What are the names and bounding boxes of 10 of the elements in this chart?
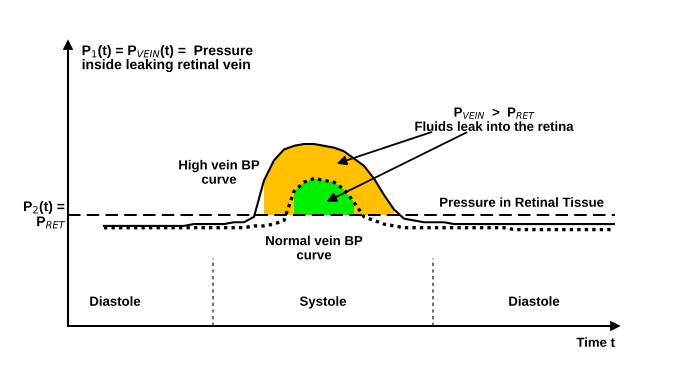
x-axis-title: Time t — [576, 337, 615, 347]
annotation: Systole — [300, 296, 346, 308]
text: P$_{VEIN}$ > P$_{RET}$ Fluids leak into the retina — [415, 108, 574, 131]
annotation: Diastole — [90, 296, 140, 306]
series-label: Normal vein BP curve — [266, 236, 362, 260]
series-label: High vein BP curve — [179, 160, 260, 184]
annotation: Diastole — [509, 296, 560, 306]
text: P$_{2}$(t) = P$_{RET}$ — [24, 200, 66, 228]
text: P$_{1}$(t) = P$_{VEIN}$(t) = Pressure inside leaking retinal vein — [82, 45, 253, 72]
ref-line-label: Pressure in Retinal Tissue — [440, 197, 604, 207]
